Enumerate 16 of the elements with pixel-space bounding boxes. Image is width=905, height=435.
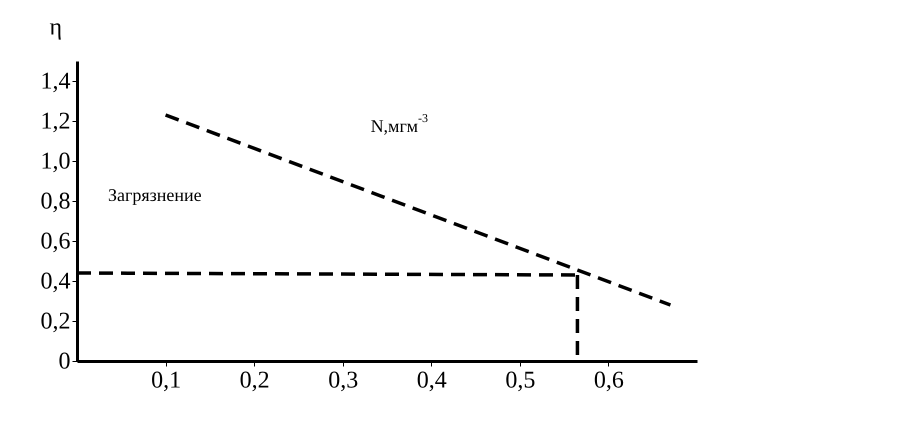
y-tick-label: 1,0 [40,148,70,174]
x-tick-label: 0,2 [240,368,270,394]
y-tick-label: 1,4 [40,68,70,94]
x-tick-label: 0,5 [505,368,536,394]
x-tick-label: 0,1 [151,368,182,394]
y-tick-label: 0,6 [40,228,70,254]
x-tick-label: 0,4 [416,368,447,394]
y-tick-label: 0,8 [40,188,70,214]
y-axis-title: η [50,14,62,40]
y-tick-label: 1,2 [40,108,70,134]
y-tick-label: 0,4 [40,268,70,294]
annotation: Загрязнение [108,185,202,205]
y-tick-label: 0 [58,348,70,374]
x-tick-label: 0,3 [328,368,358,394]
x-tick-label: 0,6 [594,368,624,394]
y-tick-label: 0,2 [40,308,70,334]
